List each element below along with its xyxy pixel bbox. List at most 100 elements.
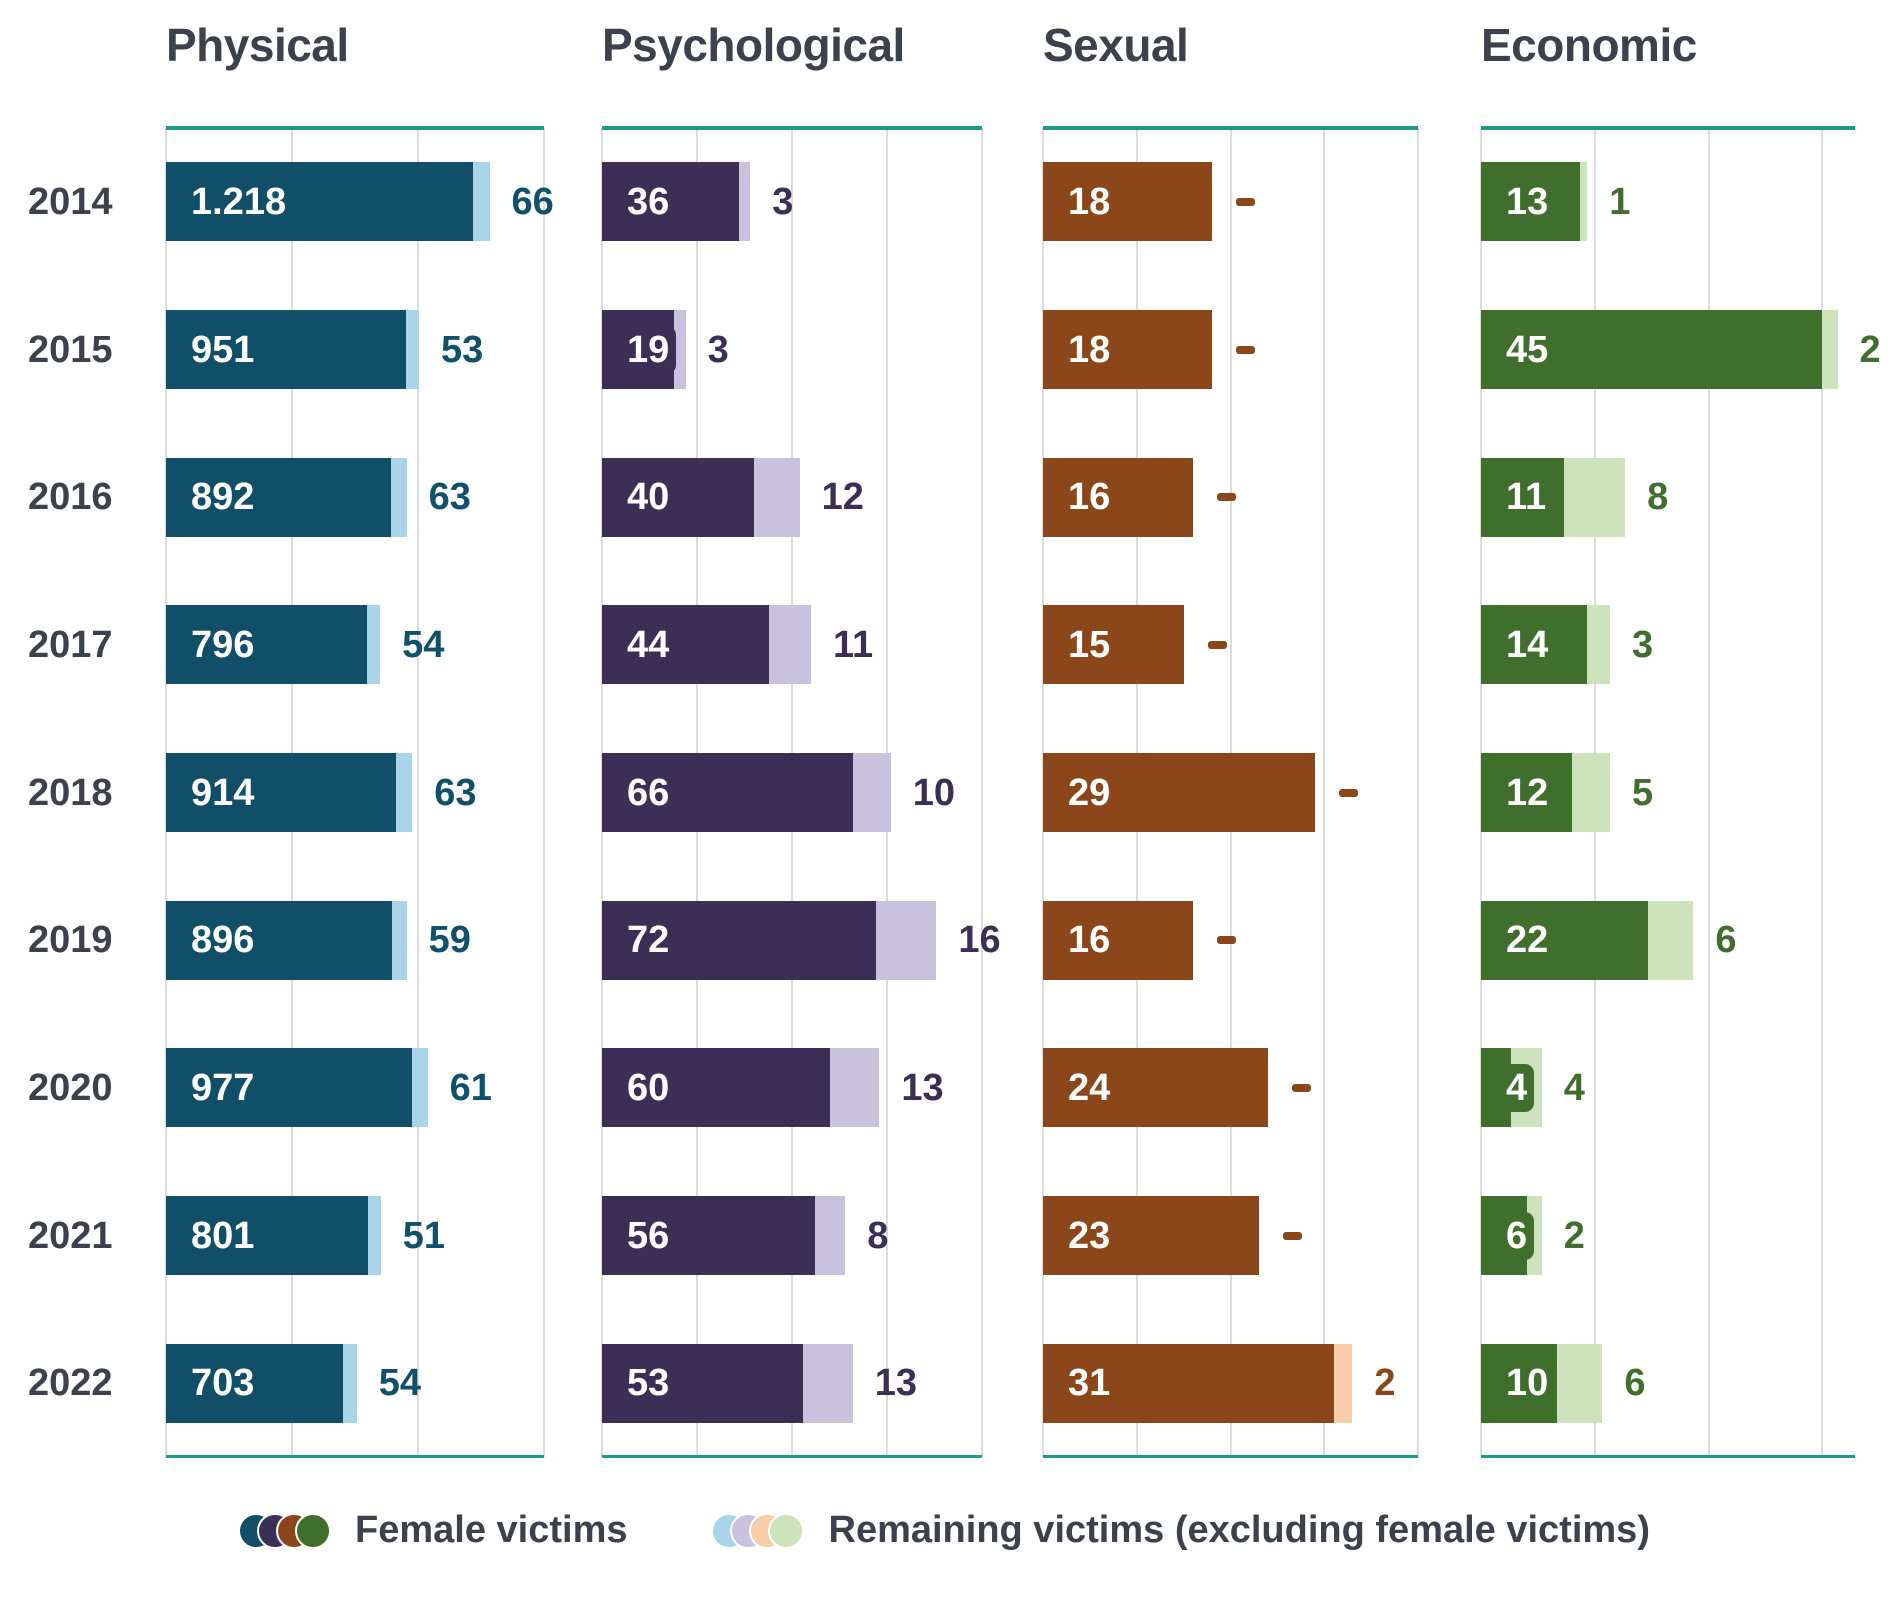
gridline xyxy=(1821,128,1824,1457)
female-value-label: 12 xyxy=(1499,768,1556,817)
remaining-value-label: 12 xyxy=(821,476,864,519)
bar-row-psychological-2018: 10 66 xyxy=(602,753,1232,832)
female-value-label: 14 xyxy=(1499,620,1556,669)
legend-circle-icon xyxy=(295,1512,332,1549)
remaining-value-label: 10 xyxy=(912,771,956,814)
bar-row-sexual-2022: 2 31 xyxy=(1043,1343,1668,1423)
remaining-value-label: 13 xyxy=(901,1066,944,1109)
remaining-value-label: 61 xyxy=(449,1066,492,1109)
female-value-label: 6 xyxy=(1499,1211,1535,1260)
bar-row-psychological-2020: 13 60 xyxy=(602,1048,1232,1128)
female-value-label: 896 xyxy=(184,916,262,965)
remaining-value-label: 8 xyxy=(1647,476,1669,519)
gridline xyxy=(1417,128,1419,1457)
remaining-value-label: 11 xyxy=(832,623,874,666)
female-value-label: 53 xyxy=(620,1359,677,1408)
remaining-value-label: 5 xyxy=(1631,771,1654,814)
remaining-bar-segment xyxy=(1647,900,1694,980)
bar-row-physical-2016: 63 892 xyxy=(166,457,794,537)
bar-row-economic-2022: 6 10 xyxy=(1481,1343,1888,1423)
gridline xyxy=(1707,128,1710,1457)
remaining-bar-segment xyxy=(1587,605,1610,685)
chart-column-psychological: 3 36 3 19 12 40 11 44 10 66 16 72 13 60 8 56 13 53 xyxy=(601,126,1001,1458)
female-value-label: 56 xyxy=(620,1211,677,1260)
bar-row-physical-2015: 53 951 xyxy=(166,310,794,389)
legend-label-female: Female victims xyxy=(355,1509,628,1551)
female-value-label: 16 xyxy=(1061,473,1118,522)
female-value-label: 24 xyxy=(1061,1063,1118,1112)
bar-row-sexual-2017: 15 xyxy=(1043,605,1668,685)
remaining-value-label: 53 xyxy=(440,328,484,371)
remaining-value-dash xyxy=(1235,197,1255,206)
remaining-bar-segment xyxy=(472,162,490,242)
bar-row-sexual-2020: 24 xyxy=(1043,1048,1668,1128)
remaining-value-label: 66 xyxy=(511,180,554,223)
bar-row-physical-2014: 66 1.218 xyxy=(166,162,794,242)
top-axis-line xyxy=(166,126,544,130)
gridline xyxy=(417,128,419,1457)
year-label: 2014 xyxy=(28,180,113,223)
remaining-bar-segment xyxy=(875,900,937,980)
remaining-value-label: 1 xyxy=(1609,180,1631,223)
year-label: 2017 xyxy=(28,623,113,666)
bar-row-physical-2019: 59 896 xyxy=(166,900,794,980)
chart-column-physical: 66 1.218 53 951 63 892 54 796 63 914 59 896 61 977 51 8… xyxy=(165,126,554,1458)
remaining-bar-segment xyxy=(852,753,891,832)
chart-column-economic: 1 13 2 45 8 11 3 14 5 12 6 22 4 4 2 6 6 10 xyxy=(1480,126,1881,1458)
female-value-label: 44 xyxy=(620,620,677,669)
bar-row-sexual-2016: 16 xyxy=(1043,457,1668,537)
remaining-value-label: 2 xyxy=(1563,1214,1585,1257)
remaining-value-label: 63 xyxy=(434,771,477,814)
bar-row-sexual-2015: 18 xyxy=(1043,310,1668,389)
gridline xyxy=(1323,128,1326,1457)
bar-row-sexual-2018: 29 xyxy=(1043,753,1668,832)
bottom-axis-line xyxy=(166,1455,544,1458)
chart-column-sexual: 18 18 16 15 29 16 24 23 2 31 xyxy=(1042,126,1419,1458)
bar-row-psychological-2016: 12 40 xyxy=(602,457,1232,537)
legend-entry-female: Female victims xyxy=(238,1508,628,1554)
legend: Female victims Remaining victims (exclud… xyxy=(238,1508,1650,1554)
year-label: 2015 xyxy=(28,328,113,371)
remaining-value-dash xyxy=(1282,1231,1302,1240)
bar-row-physical-2022: 54 703 xyxy=(166,1343,794,1423)
remaining-value-dash xyxy=(1207,640,1227,649)
female-value-label: 4 xyxy=(1499,1063,1535,1112)
bar-row-physical-2021: 51 801 xyxy=(166,1196,794,1275)
remaining-bar-segment xyxy=(367,1196,381,1275)
remaining-bar-segment xyxy=(1556,1343,1603,1423)
remaining-value-label: 59 xyxy=(428,919,471,962)
year-label: 2019 xyxy=(28,919,113,962)
remaining-value-dash xyxy=(1235,345,1255,354)
remaining-value-label: 51 xyxy=(402,1214,445,1257)
remaining-bar-segment xyxy=(769,605,811,685)
remaining-bar-segment xyxy=(1822,310,1838,389)
bar-row-economic-2015: 2 45 xyxy=(1481,310,1888,389)
legend-circle-icon xyxy=(768,1512,805,1549)
remaining-value-label: 4 xyxy=(1563,1066,1585,1109)
female-value-label: 15 xyxy=(1061,620,1118,669)
bar-row-psychological-2015: 3 19 xyxy=(602,310,1232,389)
remaining-value-label: 16 xyxy=(958,919,1001,962)
female-value-label: 66 xyxy=(620,768,677,817)
column-header-physical: Physical xyxy=(166,19,349,71)
female-value-label: 36 xyxy=(620,177,677,226)
legend-label-remaining: Remaining victims (excluding female vict… xyxy=(828,1509,1650,1551)
bar-row-psychological-2017: 11 44 xyxy=(602,605,1232,685)
bottom-axis-line xyxy=(602,1455,982,1458)
female-value-label: 11 xyxy=(1499,473,1554,522)
remaining-bar-segment xyxy=(1333,1343,1353,1423)
year-label: 2018 xyxy=(28,771,113,814)
female-value-label: 801 xyxy=(184,1211,262,1260)
remaining-value-label: 63 xyxy=(428,476,471,519)
bottom-axis-line xyxy=(1481,1455,1855,1458)
remaining-value-dash xyxy=(1217,936,1236,945)
remaining-value-label: 3 xyxy=(1631,623,1654,666)
year-label: 2021 xyxy=(28,1214,113,1257)
female-value-label: 22 xyxy=(1499,916,1556,965)
remaining-bar-segment xyxy=(754,457,800,537)
female-value-label: 1.218 xyxy=(184,177,294,226)
remaining-bar-segment xyxy=(738,162,751,242)
remaining-bar-segment xyxy=(412,1048,428,1128)
